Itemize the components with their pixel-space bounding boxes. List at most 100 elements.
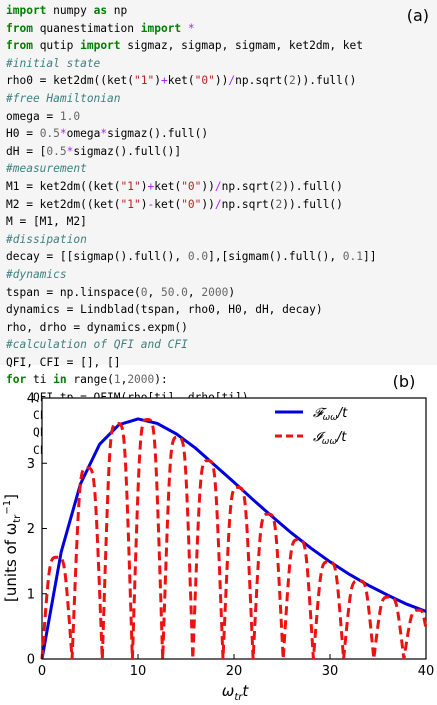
code-token: 0.1: [342, 250, 364, 264]
code-line: omega = 1.0: [6, 108, 377, 126]
code-token: 2: [275, 179, 283, 193]
code-token: range(: [66, 373, 114, 387]
y-tick-label: 1: [27, 587, 35, 602]
code-token: )): [214, 74, 229, 88]
code-token: as: [93, 4, 108, 17]
code-token: in: [53, 373, 67, 387]
code-line: #free Hamiltonian: [6, 90, 377, 108]
code-token: omega =: [6, 109, 60, 123]
code-token: "0": [194, 74, 215, 88]
x-tick-label: 10: [130, 664, 147, 679]
code-line: for ti in range(1,2000):: [6, 371, 377, 389]
code-token: 50.0: [160, 285, 188, 299]
code-token: H0 =: [6, 127, 40, 141]
series-cfi-line: [40, 417, 428, 660]
code-token: ket(: [154, 179, 182, 193]
code-token: ): [228, 285, 236, 299]
code-token: 2: [289, 74, 296, 88]
code-token: import: [6, 4, 47, 17]
x-tick-label: 0: [38, 664, 46, 679]
code-token: ],[sigmam().full(),: [208, 250, 343, 264]
code-line: decay = [[sigmap().full(), 0.0],[sigmam(…: [6, 248, 377, 266]
code-panel: import numpy as np from quanestimation im…: [6, 2, 429, 457]
code-line: rho0 = ket2dm((ket("1")+ket("0"))/np.sqr…: [6, 72, 377, 90]
code-token: ): [140, 197, 148, 211]
code-token: rho0 = ket2dm((ket(: [6, 74, 134, 88]
legend-label-qfi: 𝓕ωω/t: [313, 406, 348, 423]
code-token: dH = [: [6, 144, 47, 158]
code-token: rho, drho = dynamics.expm(): [6, 320, 188, 334]
code-token: dynamics = Lindblad(tspan, rho0, H0, dH,…: [6, 303, 323, 317]
code-line: dynamics = Lindblad(tspan, rho0, H0, dH,…: [6, 301, 377, 319]
x-tick-label: 30: [322, 664, 339, 679]
code-token: from: [6, 39, 33, 53]
code-line: #dissipation: [6, 231, 377, 249]
code-token: -: [147, 197, 155, 211]
code-line: H0 = 0.5*omega*sigmaz().full(): [6, 125, 377, 143]
code-token: import: [140, 21, 182, 35]
code-token: 2000: [127, 373, 155, 387]
code-token: qutip: [32, 39, 81, 53]
code-token: numpy: [46, 4, 94, 17]
code-token: /: [214, 179, 222, 193]
code-token: +: [160, 74, 168, 88]
code-token: *: [59, 127, 67, 141]
code-token: import: [80, 39, 121, 53]
x-tick-label: 20: [226, 664, 243, 679]
code-token: sigmaz().full(): [107, 127, 209, 141]
code-token: tspan = np.linspace(: [6, 285, 141, 299]
x-tick-label: 40: [418, 664, 435, 679]
code-token: decay = [[sigmap().full(),: [6, 250, 188, 264]
code-token: 1: [113, 373, 121, 387]
code-token: omega: [66, 127, 101, 141]
code-line: #dynamics: [6, 266, 377, 284]
panel-label-a: (a): [406, 6, 429, 25]
code-token: for: [6, 373, 27, 387]
code-token: "1": [120, 179, 141, 193]
code-line: #initial state: [6, 55, 377, 73]
code-token: QFI, CFI = [], []: [6, 355, 121, 369]
code-token: M = [M1, M2]: [6, 215, 87, 229]
code-line: import numpy as np: [6, 2, 377, 20]
code-token: #dynamics: [6, 267, 67, 281]
code-token: 0: [140, 285, 148, 299]
code-token: quanestimation: [32, 21, 141, 35]
code-token: 1.0: [59, 109, 81, 123]
code-line: rho, drho = dynamics.expm(): [6, 319, 377, 337]
code-line: M2 = ket2dm((ket("1")-ket("0"))/np.sqrt(…: [6, 196, 377, 214]
code-token: M2 = ket2dm((ket(: [6, 197, 121, 211]
code-token: )): [201, 179, 215, 193]
code-line: dH = [0.5*sigmaz().full()]: [6, 143, 377, 161]
code-token: #dissipation: [6, 232, 87, 246]
plot-svg: 0 10 20 30 40 0 1 2 3 4 (b) 𝓕ωω/t 𝓘ωω/t ωtrt [uni…: [2, 372, 435, 703]
code-line: from quanestimation import *: [6, 20, 377, 38]
code-token: *: [187, 21, 195, 35]
code-line: #calculation of QFI and CFI: [6, 336, 377, 354]
code-token: ,: [147, 285, 161, 299]
code-line: #measurement: [6, 160, 377, 178]
code-token: np.sqrt(: [221, 197, 276, 211]
code-token: 2000: [201, 285, 229, 299]
code-token: )).full(): [295, 74, 357, 88]
code-token: +: [147, 179, 155, 193]
y-axis-label: [units of ωtr−1]: [2, 494, 23, 602]
code-line: tspan = np.linspace(0, 50.0, 2000): [6, 284, 377, 302]
code-token: np: [107, 4, 128, 17]
code-token: "1": [133, 74, 155, 88]
code-token: #initial state: [6, 56, 101, 70]
code-token: ,: [120, 373, 128, 387]
code-token: sigmaz, sigmap, sigmam, ket2dm, ket: [120, 39, 364, 53]
code-token: #free Hamiltonian: [6, 91, 121, 105]
code-token: ,: [187, 285, 202, 299]
code-token: 2: [275, 197, 283, 211]
code-token: sigmaz().full()]: [73, 144, 182, 158]
code-token: ): [140, 179, 148, 193]
code-token: from: [6, 21, 33, 35]
code-token: /: [214, 197, 222, 211]
legend: 𝓕ωω/t 𝓘ωω/t: [275, 406, 348, 447]
code-token: #measurement: [6, 162, 87, 176]
y-tick-label: 0: [27, 653, 35, 668]
code-token: ket(: [154, 197, 182, 211]
code-token: ]]: [363, 250, 377, 264]
code-token: ket(: [167, 74, 195, 88]
